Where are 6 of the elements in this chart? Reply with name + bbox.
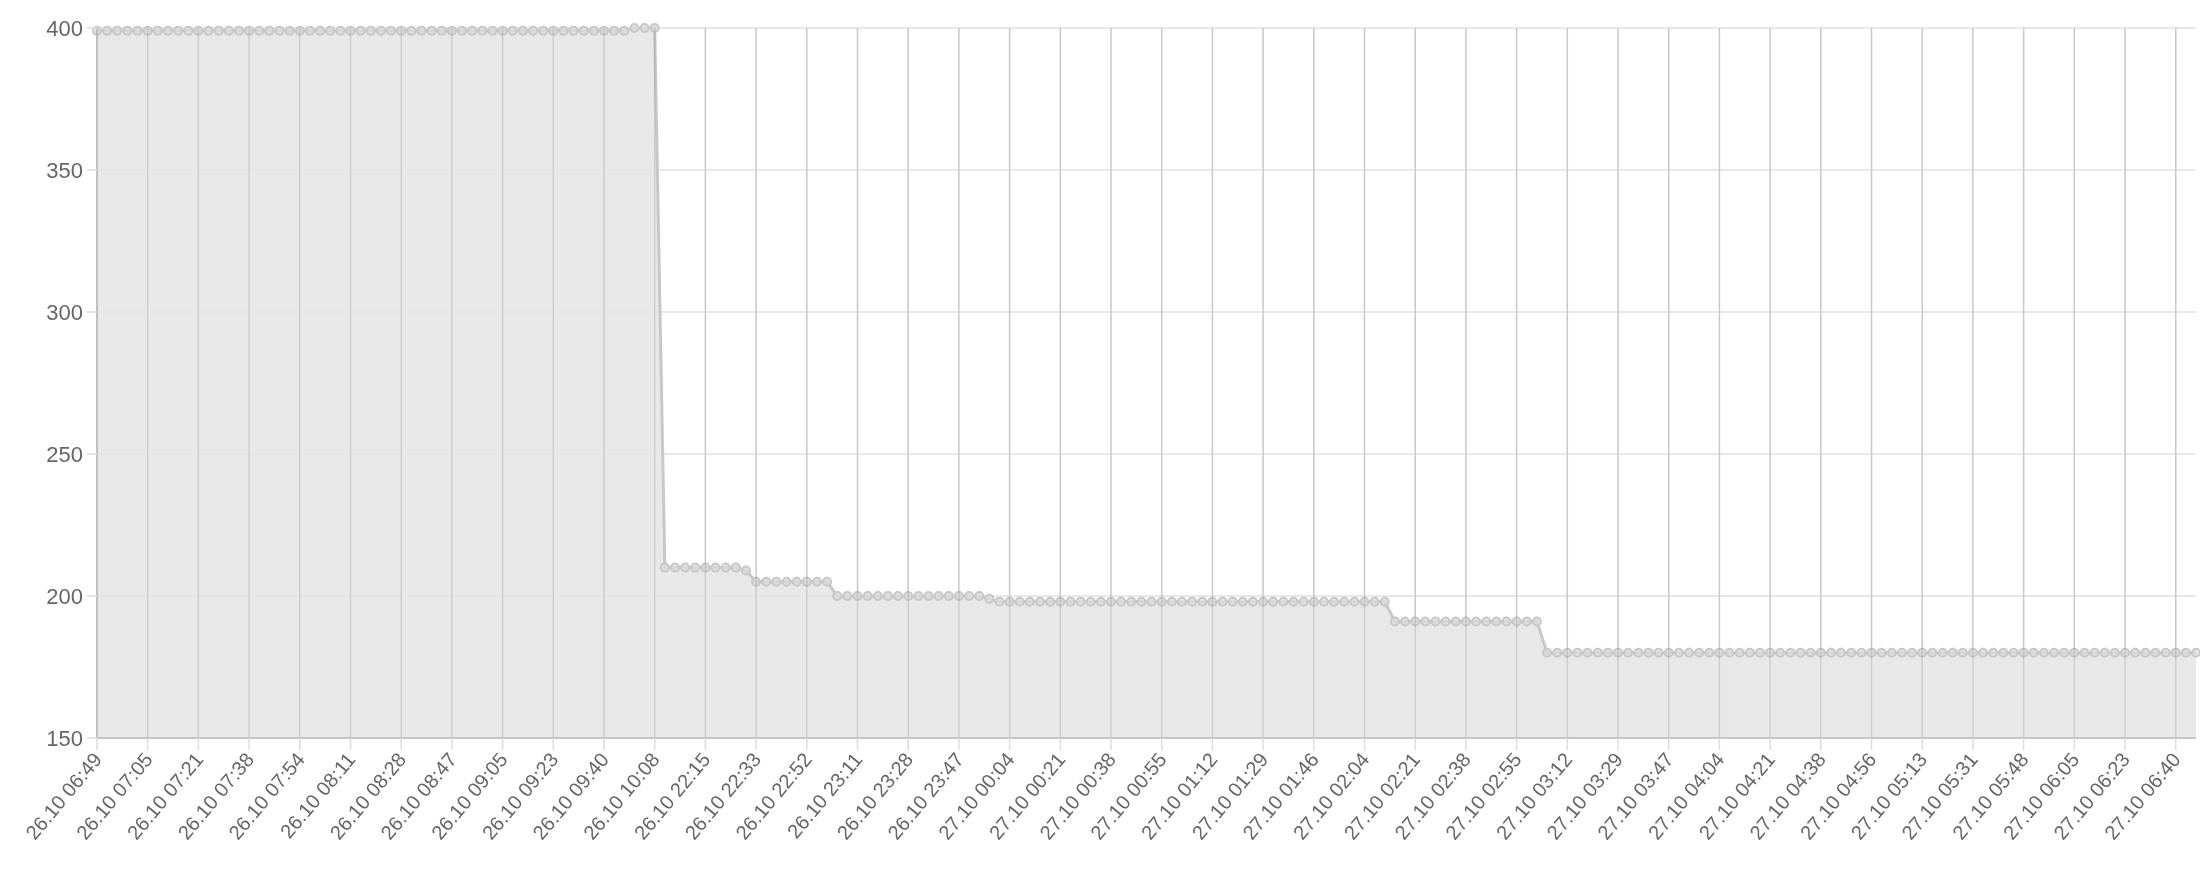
y-tick-label: 400	[46, 15, 83, 41]
y-tick-label: 200	[46, 583, 83, 609]
y-tick-label: 350	[46, 157, 83, 183]
y-tick-label: 150	[46, 725, 83, 751]
y-tick-label: 300	[46, 299, 83, 325]
y-tick-label: 250	[46, 441, 83, 467]
